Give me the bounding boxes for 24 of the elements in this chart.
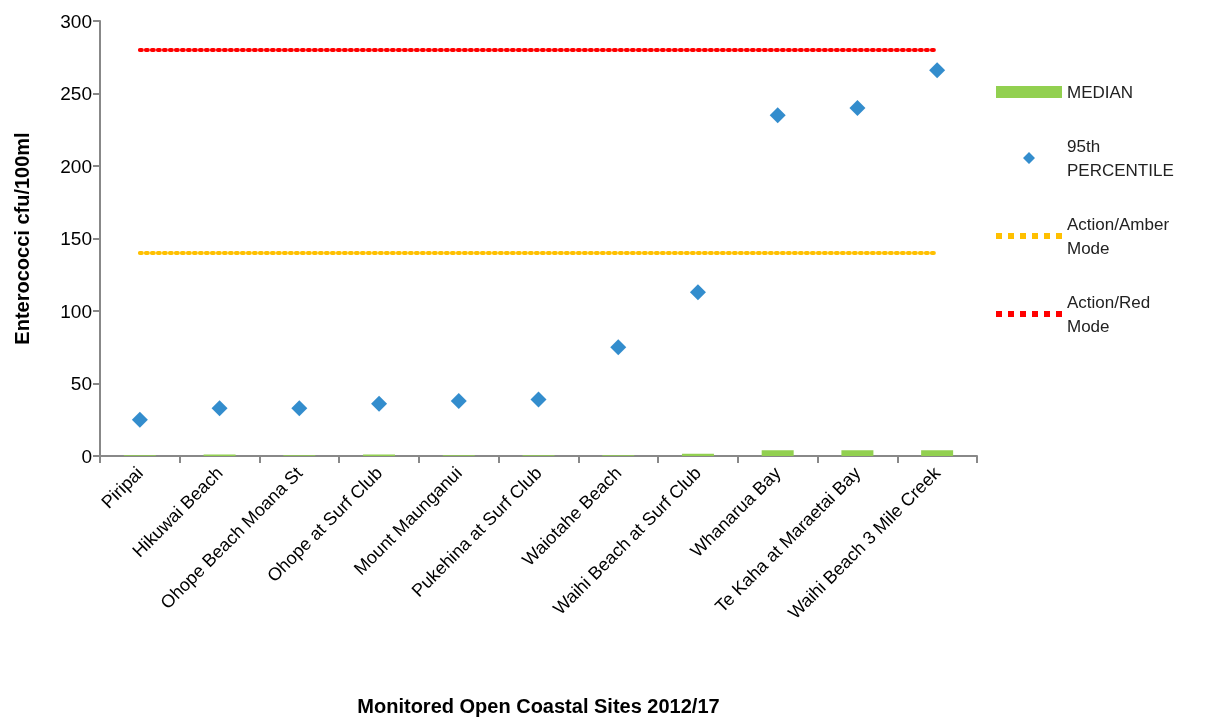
legend-label: 95th PERCENTILE	[1067, 136, 1174, 180]
point	[291, 400, 308, 417]
point	[371, 395, 388, 412]
y-tick-label: 300	[60, 10, 92, 32]
y-tick-label: 200	[60, 155, 92, 177]
point	[131, 411, 148, 428]
legend-label: Action/Red Mode	[1067, 292, 1155, 336]
x-axis-title: Monitored Open Coastal Sites 2012/17	[357, 695, 720, 717]
point	[450, 392, 467, 409]
legend-label: Action/Amber Mode	[1067, 214, 1174, 258]
point	[211, 400, 228, 417]
point	[610, 339, 627, 356]
point	[849, 100, 866, 116]
y-tick-label: 250	[60, 83, 92, 104]
point	[769, 107, 786, 124]
point	[530, 391, 547, 408]
legend-label: MEDIAN	[1067, 82, 1134, 102]
y-tick-label: 0	[81, 445, 92, 467]
y-tick-label: 150	[60, 228, 92, 249]
y-axis-title: Enterococci cfu/100ml	[11, 132, 33, 345]
y-tick-label: 50	[70, 373, 92, 394]
point	[929, 62, 946, 79]
y-tick-label: 100	[60, 300, 92, 322]
point	[689, 284, 706, 301]
